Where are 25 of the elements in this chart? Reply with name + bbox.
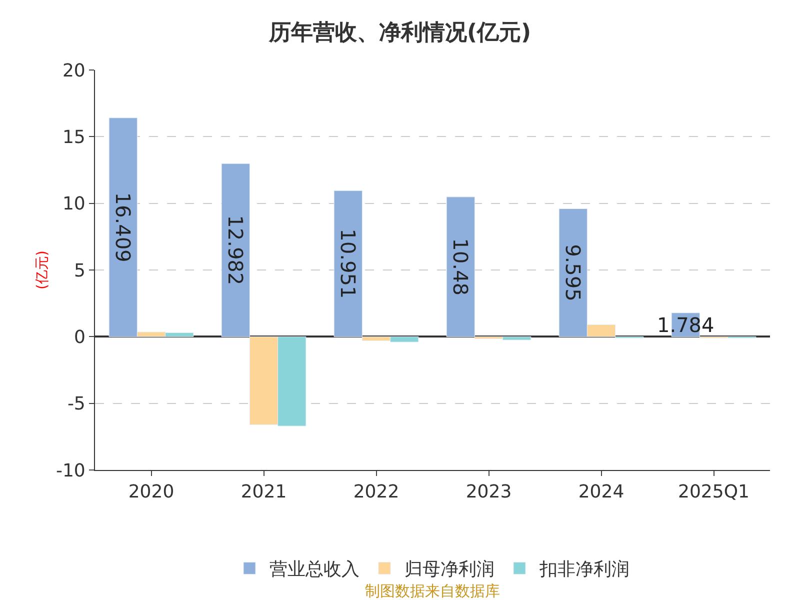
data-label: 10.951 [336,228,360,299]
y-axis-title: (亿元) [34,250,51,290]
legend-label: 归母净利润 [404,559,494,580]
legend-label: 营业总收入 [270,559,360,580]
x-tick-label: 2025Q1 [678,482,750,503]
y-tick-label: 0 [74,326,86,348]
text: 制图数据来自数据库 [365,582,500,600]
y-tick-label: -10 [56,460,86,482]
data-label: 9.595 [561,244,586,302]
y-tick-label: 15 [62,126,86,148]
data-label: 10.48 [448,238,473,296]
x-tick-label: 2022 [353,482,400,503]
x-tick-label: 2023 [466,482,512,503]
y-tick-label: -5 [67,394,86,415]
y-tick-label: 20 [62,60,86,82]
data-label: 12.982 [224,215,248,286]
x-tick-label: 2024 [578,482,624,503]
chart-title: 历年营收、净利情况(亿元) [268,20,532,46]
x-tick-label: 2021 [240,482,287,503]
data-label: 16.409 [111,192,136,262]
x-tick-label: 2020 [128,482,174,503]
y-tick-label: 5 [74,260,86,282]
legend-label: 扣非净利润 [538,559,630,580]
data-label: 1.784 [656,312,714,337]
y-tick-label: 10 [62,194,86,215]
